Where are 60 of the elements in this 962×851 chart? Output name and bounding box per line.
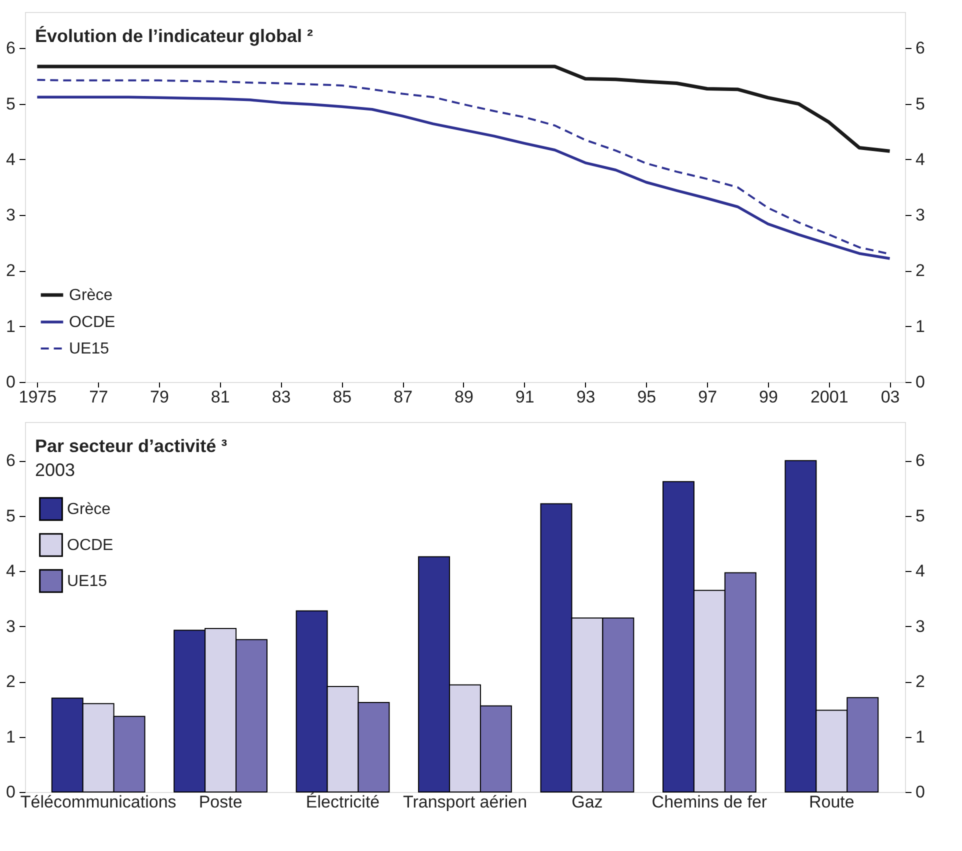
line-series — [35, 64, 892, 153]
y-tick-label: 6 — [6, 451, 16, 470]
legend-label: OCDE — [69, 314, 116, 331]
y2-tick-label: 5 — [916, 94, 925, 114]
x-tick-label: 81 — [210, 388, 230, 406]
y2-tick-label: 4 — [916, 150, 925, 169]
x-tick-label: 79 — [150, 388, 169, 406]
x-tick-label: Poste — [198, 792, 242, 812]
y2-tick-label: 5 — [916, 506, 925, 526]
text: 2003 — [35, 460, 76, 480]
y-tick-label: 1 — [6, 316, 16, 336]
legend-label: UE15 — [67, 573, 108, 590]
x-tick-label: Route — [808, 792, 854, 812]
x-tick-label: Gaz — [572, 792, 603, 812]
x-tick-label: 2001 — [810, 388, 848, 406]
x-tick-label: 93 — [576, 388, 596, 406]
y-tick-label: 4 — [6, 150, 16, 169]
x-tick-label: Transport aérien — [402, 792, 528, 812]
x-tick-label: 83 — [272, 388, 291, 406]
x-tick-label: 89 — [454, 388, 474, 406]
y-tick-label: 5 — [6, 506, 16, 526]
y2-tick-label: 6 — [916, 38, 925, 58]
legend-label: Grèce — [67, 501, 111, 518]
x-tick-label: 99 — [759, 388, 778, 406]
x-tick-label: Télécommunications — [20, 792, 176, 812]
y2-tick-label: 0 — [916, 372, 925, 392]
x-tick-label: 85 — [332, 388, 352, 406]
y-tick-label: 6 — [6, 38, 16, 58]
legend-label: Grèce — [69, 287, 113, 304]
y-tick-label: 4 — [6, 562, 16, 581]
y2-tick-label: 1 — [916, 316, 925, 336]
x-tick-label: 87 — [394, 388, 413, 406]
y-tick-label: 3 — [6, 206, 16, 225]
legend-label: OCDE — [67, 537, 114, 554]
y2-tick-label: 2 — [916, 672, 925, 692]
y-tick-label: 0 — [6, 782, 16, 802]
x-tick-label: 03 — [880, 388, 900, 406]
y2-tick-label: 1 — [916, 727, 925, 746]
y-tick-label: 5 — [6, 94, 16, 114]
y2-tick-label: 6 — [916, 451, 925, 470]
legend-label: UE15 — [69, 340, 110, 358]
text: Par secteur d’activité ³ — [35, 436, 228, 456]
x-tick-label: Électricité — [306, 792, 380, 812]
y2-tick-label: 2 — [916, 261, 925, 280]
y-tick-label: 0 — [6, 372, 16, 392]
x-tick-label: 97 — [698, 388, 718, 406]
y-tick-label: 2 — [6, 672, 16, 692]
x-tick-label: Chemins de fer — [652, 792, 768, 812]
x-tick-label: 77 — [89, 388, 108, 406]
y-tick-label: 2 — [6, 261, 16, 280]
x-tick-label: 1975 — [18, 388, 57, 406]
text: Évolution de l’indicateur global ² — [35, 26, 314, 46]
y2-tick-label: 3 — [916, 616, 925, 636]
y-tick-label: 3 — [6, 616, 16, 636]
y2-tick-label: 3 — [916, 206, 925, 225]
x-tick-label: 95 — [637, 388, 656, 406]
y-tick-label: 1 — [6, 727, 16, 746]
y2-tick-label: 4 — [916, 562, 925, 581]
x-tick-label: 91 — [515, 388, 534, 406]
y2-tick-label: 0 — [916, 782, 925, 802]
